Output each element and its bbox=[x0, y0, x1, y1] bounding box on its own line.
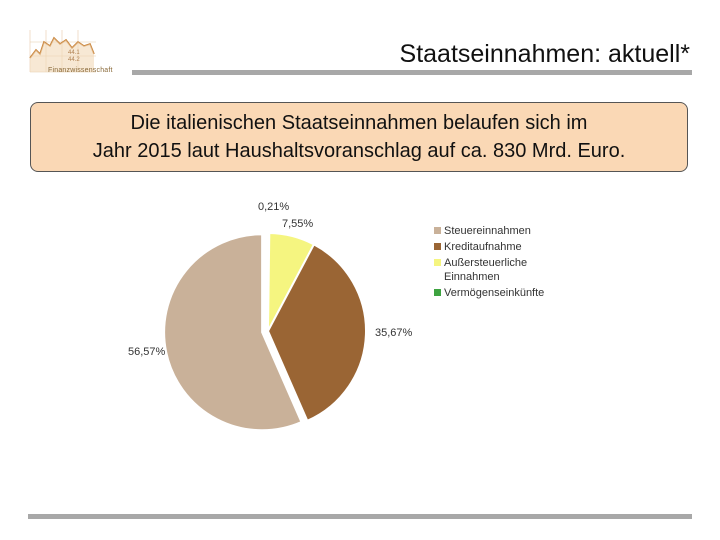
legend-label-2: Kreditaufnahme bbox=[444, 241, 522, 253]
data-label-1: 56,57% bbox=[128, 346, 166, 358]
logo-text: Finanzwissenschaft bbox=[48, 67, 113, 74]
legend-label-3-line-1: Außersteuerliche bbox=[444, 257, 527, 269]
legend-swatch-2 bbox=[434, 243, 441, 250]
pie-slice-1 bbox=[163, 233, 303, 432]
legend-swatch-3 bbox=[434, 259, 441, 266]
logo: 44.1 44.2 Finanzwissenschaft bbox=[26, 28, 122, 78]
pie-slice-2 bbox=[266, 243, 367, 423]
logo-digits-2: 44.2 bbox=[68, 57, 80, 63]
data-label-2: 35,67% bbox=[375, 327, 413, 339]
legend-label-4: Vermögenseinkünfte bbox=[444, 287, 544, 299]
data-label-3: 7,55% bbox=[282, 218, 313, 230]
legend-swatch-1 bbox=[434, 227, 441, 234]
pie-chart: 56,57% 35,67% 7,55% 0,21% Steuereinnahmen Kre… bbox=[128, 201, 544, 432]
legend-swatch-4 bbox=[434, 289, 441, 296]
callout-line-2: Jahr 2015 laut Haushaltsvoranschlag auf … bbox=[92, 140, 626, 162]
title-underline bbox=[132, 70, 692, 75]
data-label-4: 0,21% bbox=[258, 201, 289, 213]
footer-bar bbox=[28, 514, 692, 519]
logo-digits-1: 44.1 bbox=[68, 50, 80, 56]
legend-label-1: Steuereinnahmen bbox=[444, 225, 531, 237]
legend-label-3-line-2: Einnahmen bbox=[444, 271, 500, 283]
callout-line-1: Die italienischen Staatseinnahmen belauf… bbox=[130, 112, 588, 134]
logo-graphic: 44.1 44.2 bbox=[26, 28, 122, 78]
info-callout: Die italienischen Staatseinnahmen belauf… bbox=[30, 102, 688, 172]
page-title: Staatseinnahmen: aktuell* bbox=[399, 40, 690, 68]
